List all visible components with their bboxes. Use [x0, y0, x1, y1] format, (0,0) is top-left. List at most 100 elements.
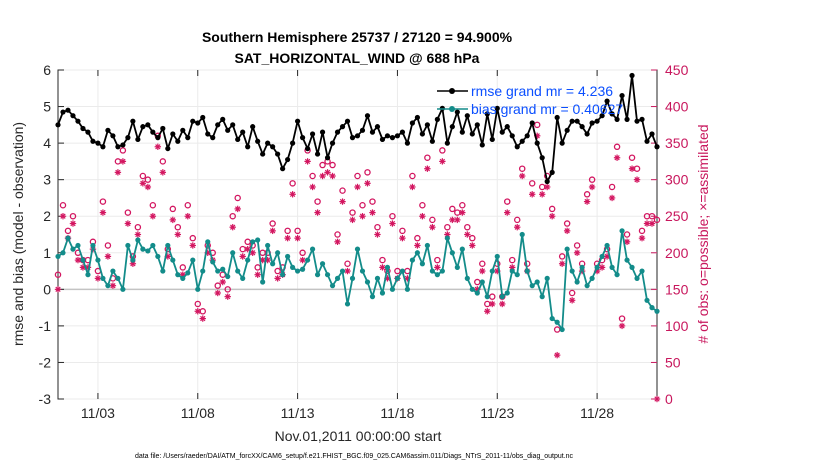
- bias-point: [344, 301, 351, 307]
- possible-obs-point: [533, 121, 541, 129]
- legend: rmse grand mr = 4.236 bias grand mr = 0.…: [437, 83, 623, 117]
- rmse-point: [195, 120, 201, 126]
- rmse-point: [265, 140, 271, 146]
- rmse-point: [290, 140, 296, 146]
- asterisk-stroke: [369, 209, 376, 216]
- bias-point: [130, 257, 136, 263]
- bias-point: [190, 257, 196, 263]
- assimilated-obs-point: [349, 216, 356, 224]
- bias-point: [329, 283, 336, 289]
- bias-point: [469, 286, 475, 292]
- y-tick-label: -1: [39, 318, 52, 334]
- rmse-point: [379, 136, 386, 143]
- asterisk-stroke: [439, 158, 446, 165]
- asterisk-stroke: [374, 231, 381, 238]
- asterisk-stroke: [654, 396, 660, 402]
- asterisk-stroke: [624, 239, 630, 245]
- bias-point: [619, 228, 625, 234]
- rmse-point: [180, 127, 186, 133]
- rmse-point: [100, 144, 106, 150]
- possible-obs-point: [54, 271, 62, 278]
- chart-title-line1: Southern Hemisphere 25737 / 27120 = 94.9…: [202, 29, 513, 45]
- y-tick-label: 0: [43, 281, 51, 297]
- asterisk-stroke: [519, 173, 525, 179]
- asterisk-stroke: [165, 253, 171, 260]
- rmse-point: [115, 144, 121, 150]
- assimilated-obs-point: [459, 209, 466, 216]
- bias-point: [245, 257, 251, 263]
- asterisk-stroke: [95, 275, 101, 282]
- bias-point: [574, 279, 580, 285]
- possible-obs-point: [638, 227, 646, 235]
- rmse-point: [384, 133, 391, 139]
- possible-obs-point: [399, 227, 406, 235]
- possible-obs-point: [234, 194, 241, 202]
- assimilated-obs-point: [429, 223, 436, 231]
- asterisk-stroke: [574, 250, 580, 256]
- rmse-point: [579, 124, 585, 130]
- bias-point: [404, 286, 411, 292]
- bias-point: [90, 242, 96, 249]
- possible-obs-point: [548, 205, 556, 213]
- bias-point: [544, 275, 550, 281]
- rmse-point: [414, 114, 420, 121]
- rmse-point: [504, 124, 510, 130]
- bias-point: [155, 253, 161, 260]
- bias-point: [639, 268, 645, 274]
- rmse-point: [374, 124, 381, 130]
- rmse-point: [314, 151, 321, 157]
- assimilated-obs-point: [339, 198, 346, 205]
- asterisk-stroke: [269, 228, 276, 234]
- possible-obs-point: [354, 172, 361, 180]
- asterisk-stroke: [120, 158, 126, 165]
- rmse-point: [190, 118, 196, 124]
- y2-axis-label: # of obs: o=possible; ×=assimilated: [695, 124, 711, 343]
- bias-point: [579, 264, 585, 270]
- y2-tick-label: 250: [665, 208, 689, 224]
- bias-point: [145, 248, 151, 254]
- assimilated-obs-point: [334, 238, 341, 246]
- asterisk-stroke: [389, 220, 396, 227]
- assimilated-obs-point: [598, 264, 606, 271]
- rmse-point: [324, 155, 331, 161]
- rmse-point: [494, 105, 500, 111]
- rmse-point: [125, 135, 131, 141]
- possible-obs-point: [518, 165, 526, 172]
- rmse-point: [65, 107, 71, 113]
- assimilated-obs-point: [553, 351, 561, 359]
- bias-point: [454, 264, 460, 270]
- rmse-point: [464, 113, 470, 119]
- assimilated-obs-point: [558, 260, 566, 267]
- possible-obs-point: [179, 264, 187, 271]
- assimilated-obs-point: [529, 191, 536, 198]
- assimilated-obs-point: [399, 234, 406, 242]
- asterisk-stroke: [449, 217, 456, 223]
- bias-point: [160, 268, 166, 274]
- possible-obs-point: [444, 223, 451, 231]
- asterisk-stroke: [329, 173, 336, 179]
- rmse-point: [270, 144, 276, 150]
- possible-obs-point: [214, 282, 221, 289]
- rmse-point: [639, 116, 645, 122]
- asterisk-stroke: [629, 166, 635, 172]
- bias-point: [534, 279, 540, 285]
- assimilated-obs-point: [489, 300, 496, 308]
- bias-point: [60, 250, 66, 256]
- assimilated-obs-point: [389, 220, 396, 227]
- assimilated-obs-point: [299, 256, 306, 264]
- rmse-point: [354, 133, 361, 139]
- assimilated-obs-point: [314, 209, 321, 216]
- assimilated-obs-point: [109, 282, 117, 289]
- rmse-point: [634, 118, 640, 124]
- rmse-point: [644, 138, 650, 144]
- rmse-point: [454, 109, 460, 115]
- bias-point: [180, 275, 186, 281]
- bias-point: [644, 297, 650, 303]
- assimilated-obs-point: [189, 242, 196, 249]
- asterisk-stroke: [409, 184, 416, 190]
- rmse-point: [145, 122, 151, 128]
- asterisk-stroke: [639, 235, 645, 241]
- asterisk-stroke: [135, 231, 141, 238]
- rmse-point: [319, 129, 326, 135]
- rmse-point: [359, 127, 366, 133]
